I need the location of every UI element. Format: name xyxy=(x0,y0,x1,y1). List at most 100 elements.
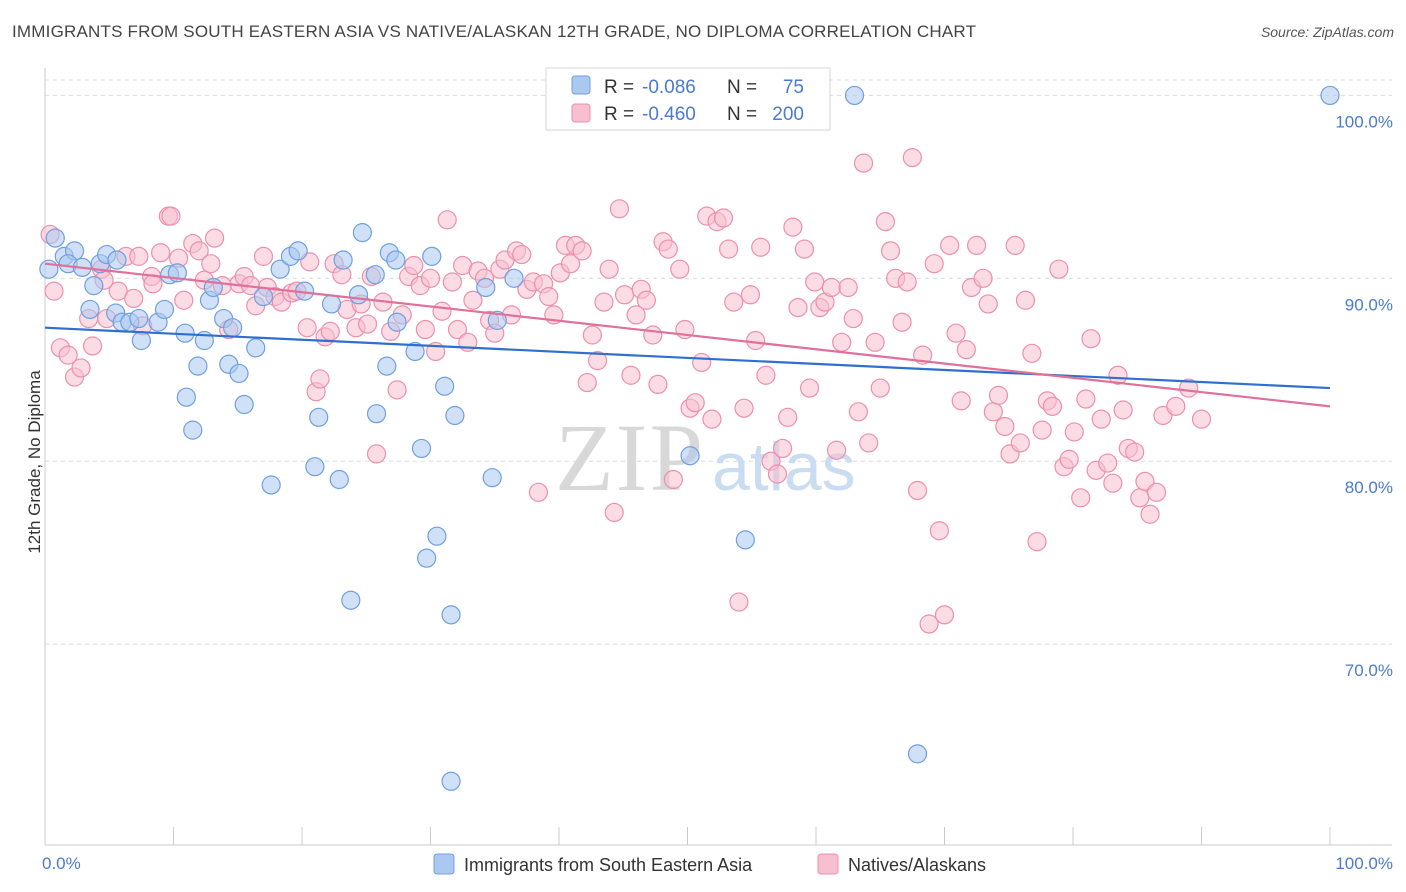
natives-point xyxy=(420,268,441,288)
natives-point xyxy=(719,239,739,259)
immigrants-point xyxy=(387,312,407,332)
natives-point xyxy=(907,480,928,501)
natives-point xyxy=(983,402,1003,422)
natives-point xyxy=(767,464,788,484)
immigrants-point xyxy=(441,605,461,625)
natives-point xyxy=(870,378,890,398)
natives-point xyxy=(751,237,771,257)
natives-point xyxy=(956,340,976,360)
natives-point xyxy=(658,239,678,259)
x-tick-label-start: 0.0% xyxy=(42,854,81,873)
natives-point xyxy=(320,321,340,341)
natives-point xyxy=(713,208,734,228)
immigrants-point xyxy=(341,590,361,610)
natives-point xyxy=(783,217,803,237)
natives-point xyxy=(685,393,705,413)
immigrants-point xyxy=(129,308,149,329)
natives-point xyxy=(626,305,646,325)
natives-point xyxy=(201,254,221,274)
natives-point xyxy=(1081,329,1101,349)
natives-point xyxy=(805,272,825,292)
natives-point xyxy=(1140,504,1160,524)
natives-point xyxy=(71,358,91,378)
natives-point xyxy=(609,199,629,219)
natives-point xyxy=(670,259,690,279)
x-tick-label-end: 100.0% xyxy=(1335,854,1393,873)
natives-point xyxy=(702,409,722,429)
immigrants-point xyxy=(1320,85,1340,106)
natives-point xyxy=(1015,290,1036,310)
y-axis-label: 12th Grade, No Diploma xyxy=(25,370,44,554)
natives-point xyxy=(357,314,378,334)
watermark-zip: ZIP xyxy=(555,404,705,511)
natives-point xyxy=(853,153,874,173)
legend-r-label-2: R = xyxy=(604,104,634,125)
natives-point xyxy=(924,254,944,274)
immigrants-point xyxy=(417,548,437,568)
immigrants-point xyxy=(366,404,387,424)
immigrants-point xyxy=(352,223,372,243)
natives-point xyxy=(729,592,749,612)
natives-point xyxy=(995,416,1015,437)
immigrants-point xyxy=(735,530,755,550)
immigrants-point xyxy=(131,330,151,351)
immigrants-point xyxy=(445,405,465,426)
legend-n-label-1: N = xyxy=(727,77,757,98)
immigrants-point xyxy=(844,85,865,106)
natives-point xyxy=(843,308,863,329)
natives-point xyxy=(1166,396,1186,416)
legend-swatch-blue xyxy=(571,75,591,95)
immigrants-point xyxy=(504,268,524,288)
natives-point xyxy=(1071,488,1091,508)
immigrants-point xyxy=(441,771,461,791)
natives-point xyxy=(463,290,483,310)
natives-point xyxy=(82,336,103,356)
immigrants-point xyxy=(84,276,104,296)
immigrants-point xyxy=(309,407,329,427)
natives-point xyxy=(614,285,635,305)
natives-point xyxy=(978,294,998,314)
natives-point xyxy=(1108,365,1128,385)
immigrants-point xyxy=(223,318,243,338)
natives-point xyxy=(1059,449,1079,469)
natives-point xyxy=(44,281,64,301)
grid-lines xyxy=(45,79,1392,645)
immigrants-point xyxy=(422,246,442,266)
legend-swatch-pink xyxy=(571,103,591,123)
immigrants-point xyxy=(270,259,290,279)
natives-point xyxy=(838,277,858,298)
natives-point xyxy=(129,246,149,266)
natives-point xyxy=(724,292,744,312)
immigrants-point xyxy=(386,250,406,270)
legend-r-value-1: -0.086 xyxy=(642,77,696,98)
natives-point xyxy=(1179,378,1199,398)
natives-point xyxy=(788,297,808,318)
immigrants-point xyxy=(183,420,203,440)
natives-point xyxy=(929,521,949,541)
natives-point xyxy=(1146,482,1167,502)
y-tick-labels: 70.0% 80.0% 90.0% 100.0% xyxy=(1335,112,1393,680)
natives-point xyxy=(587,351,608,371)
natives-point xyxy=(756,365,776,385)
natives-point xyxy=(734,398,754,418)
y-tick-label: 100.0% xyxy=(1335,112,1393,131)
natives-point xyxy=(1042,396,1063,416)
natives-point xyxy=(1103,473,1123,493)
natives-point xyxy=(892,312,912,332)
immigrants-point xyxy=(365,265,385,285)
natives-point xyxy=(437,210,457,230)
natives-point xyxy=(1076,389,1096,409)
immigrants-point xyxy=(253,287,274,307)
natives-point xyxy=(143,274,163,294)
natives-point xyxy=(821,277,842,298)
natives-point xyxy=(880,241,901,261)
immigrants-point xyxy=(348,285,369,305)
natives-point xyxy=(189,241,209,261)
immigrants-point xyxy=(435,376,455,396)
natives-point xyxy=(1010,433,1030,453)
immigrants-point xyxy=(427,526,447,546)
legend-n-value-1: 75 xyxy=(783,77,804,98)
immigrants-point xyxy=(333,250,353,270)
natives-point xyxy=(572,241,592,261)
